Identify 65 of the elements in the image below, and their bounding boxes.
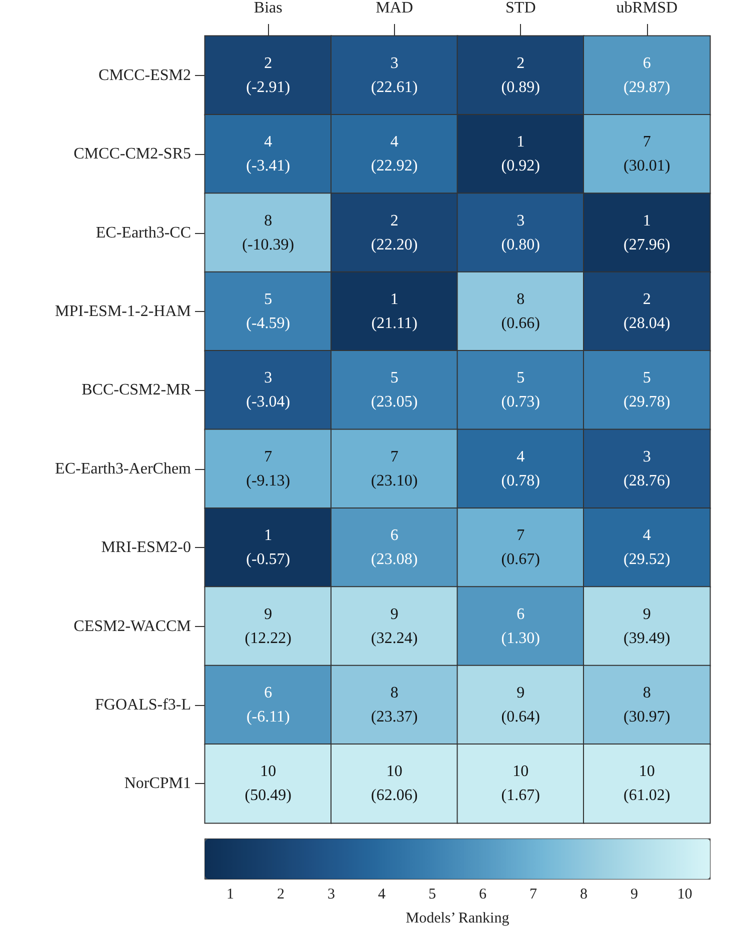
data-label: 7 (23.10) <box>371 448 418 490</box>
y-tick-label: NorCPM1 <box>124 775 191 792</box>
data-label: 9 (0.64) <box>501 684 540 726</box>
data-label: 2 (22.20) <box>371 212 418 254</box>
y-tick-label: BCC-CSM2-MR <box>82 382 192 399</box>
data-label: 10 (1.67) <box>501 763 540 804</box>
data-label: 4 (0.78) <box>501 448 540 490</box>
data-label: 1 (21.11) <box>371 290 418 332</box>
data-label: 10 (61.02) <box>624 763 670 804</box>
x-tick-label: MAD <box>376 0 414 16</box>
color-bar-label: 3 <box>328 886 335 902</box>
data-label: 2 (-2.91) <box>246 54 290 96</box>
color-bar-label: 9 <box>630 886 638 902</box>
data-label: 5 (29.78) <box>624 370 670 411</box>
data-label: 9 (32.24) <box>371 606 418 647</box>
color-bar-label: 5 <box>428 886 436 902</box>
data-label: 9 (39.49) <box>624 606 670 647</box>
color-bar-label: 8 <box>580 886 588 902</box>
data-label: 5 (-4.59) <box>246 290 290 332</box>
x-tick-label: ubRMSD <box>616 0 678 16</box>
data-label: 3 (28.76) <box>624 448 670 490</box>
color-bar-label: 1 <box>226 886 234 902</box>
data-label: 1 (-0.57) <box>246 527 290 568</box>
data-label: 5 (23.05) <box>371 370 418 411</box>
x-tick-label: Bias <box>254 0 282 16</box>
data-label: 6 (-6.11) <box>246 684 290 726</box>
y-tick-label: CMCC-ESM2 <box>98 66 191 84</box>
data-label: 9 (12.22) <box>244 606 292 647</box>
data-label: 1 (27.96) <box>624 212 670 254</box>
data-label: 1 (0.92) <box>501 134 540 175</box>
color-bar-label: 6 <box>479 886 487 902</box>
data-label: 8 (30.97) <box>624 684 670 726</box>
data-label: 7 (0.67) <box>501 527 540 568</box>
data-label: 10 (62.06) <box>371 763 418 804</box>
y-tick-label: MRI-ESM2-0 <box>101 539 191 556</box>
y-tick-label: CMCC-CM2-SR5 <box>74 146 191 163</box>
data-label: 8 (-10.39) <box>242 212 294 254</box>
data-label: 6 (29.87) <box>624 54 670 96</box>
data-label: 2 (0.89) <box>501 54 540 96</box>
color-bar-label: 2 <box>277 886 284 902</box>
data-label: 4 (29.52) <box>624 527 670 568</box>
data-label: 7 (-9.13) <box>246 448 290 490</box>
y-tick-label: EC-Earth3-CC <box>96 224 191 242</box>
y-tick-label: FGOALS-f3-L <box>95 696 191 714</box>
x-tick-label: STD <box>506 0 536 16</box>
data-label: 3 (0.80) <box>501 212 540 254</box>
data-label: 4 (22.92) <box>371 134 418 175</box>
y-tick-label: EC-Earth3-AerChem <box>55 460 192 478</box>
data-label: 3 (-3.04) <box>246 370 290 411</box>
color-bar-label: 7 <box>530 886 538 902</box>
color-bar-label: 10 <box>677 886 692 902</box>
color-bar-label: 4 <box>378 886 386 902</box>
data-label: 8 (0.66) <box>501 290 540 332</box>
data-label: 8 (23.37) <box>371 684 418 726</box>
data-label: 7 (30.01) <box>624 134 670 175</box>
data-label: 4 (-3.41) <box>246 134 290 175</box>
data-label: 6 (23.08) <box>371 527 418 568</box>
y-tick-label: MPI-ESM-1-2-HAM <box>55 302 191 320</box>
data-label: 5 (0.73) <box>501 370 540 411</box>
data-label: 2 (28.04) <box>624 290 670 332</box>
data-label: 3 (22.61) <box>371 54 418 96</box>
y-tick-label: CESM2-WACCM <box>74 618 191 635</box>
data-label: 6 (1.30) <box>501 606 540 647</box>
color-bar-title: Models’ Ranking <box>406 910 510 926</box>
data-label: 10 (50.49) <box>244 763 292 804</box>
